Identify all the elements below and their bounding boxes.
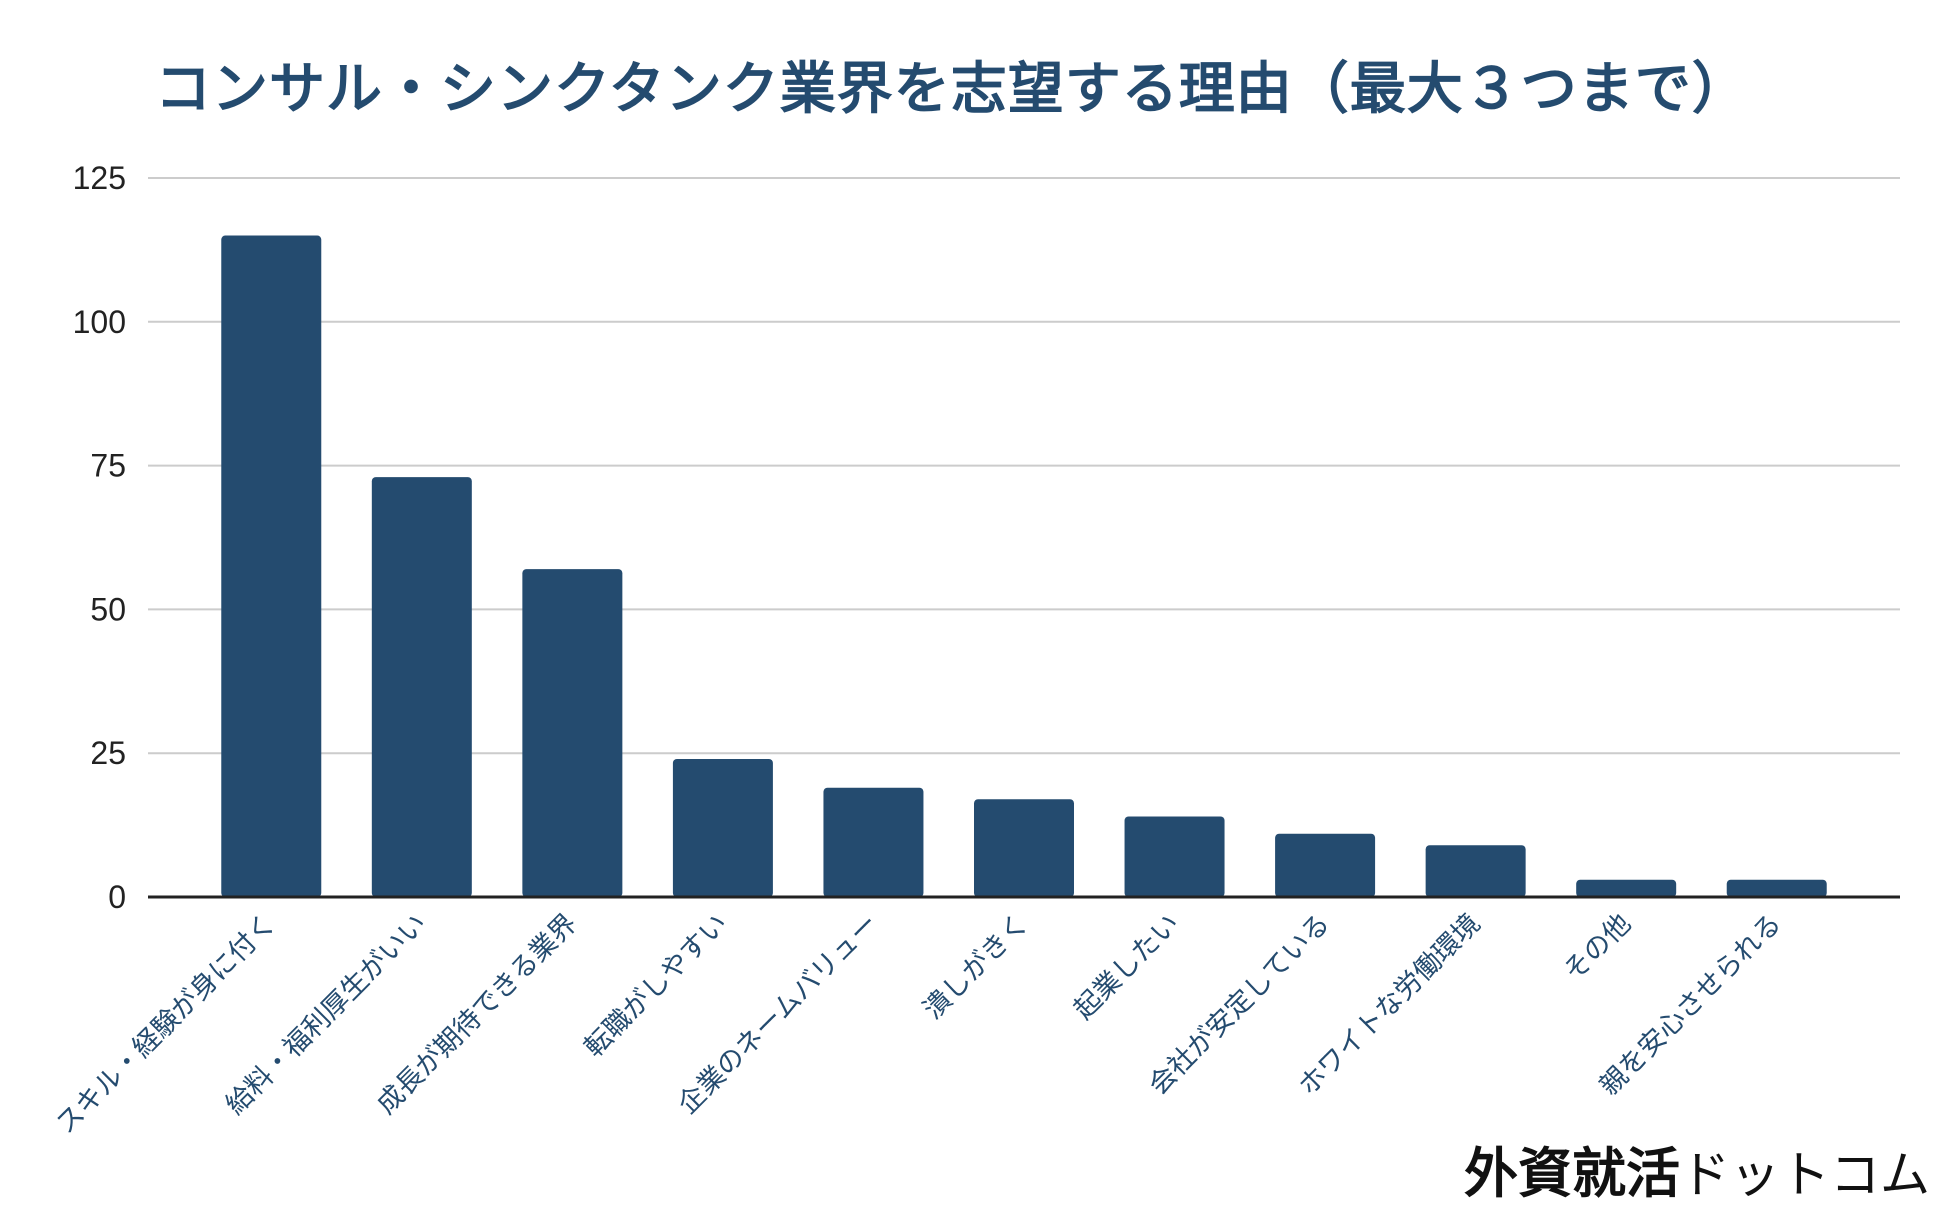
bar [1576, 879, 1677, 897]
y-axis-ticks: 0 25 50 75 100 125 [73, 160, 126, 915]
chart-title: コンサル・シンクタンク業界を志望する理由（最大３つまで） [155, 57, 1749, 122]
y-tick-label: 0 [108, 879, 126, 915]
bar [1124, 816, 1225, 897]
x-tick-label: その他 [1558, 908, 1637, 987]
x-tick-label: 転職がしやすい [578, 908, 733, 1063]
logo-strong-text: 外資就活 [1464, 1141, 1680, 1205]
bars [221, 235, 1827, 897]
bar [823, 787, 924, 897]
y-tick-label: 75 [90, 448, 126, 484]
x-tick-label: 潰しがきく [918, 908, 1035, 1025]
bar [1726, 879, 1827, 897]
y-tick-label: 25 [90, 735, 126, 771]
site-logo: 外資就活ドットコム [1464, 1146, 1930, 1200]
bar [522, 569, 623, 897]
y-tick-label: 100 [73, 304, 126, 340]
bar [672, 758, 773, 897]
bar [371, 477, 472, 897]
bar [974, 799, 1074, 897]
bar [1275, 833, 1376, 897]
bar [221, 235, 322, 897]
y-tick-label: 50 [90, 591, 126, 627]
category-labels: スキル・経験が身に付く給料・福利厚生がいい成長が期待できる業界転職がしやすい企業… [50, 908, 1787, 1140]
logo-light-text: ドットコム [1680, 1146, 1930, 1204]
x-tick-label: 起業したい [1068, 908, 1185, 1025]
bar [1425, 845, 1526, 897]
y-tick-label: 125 [73, 160, 126, 196]
